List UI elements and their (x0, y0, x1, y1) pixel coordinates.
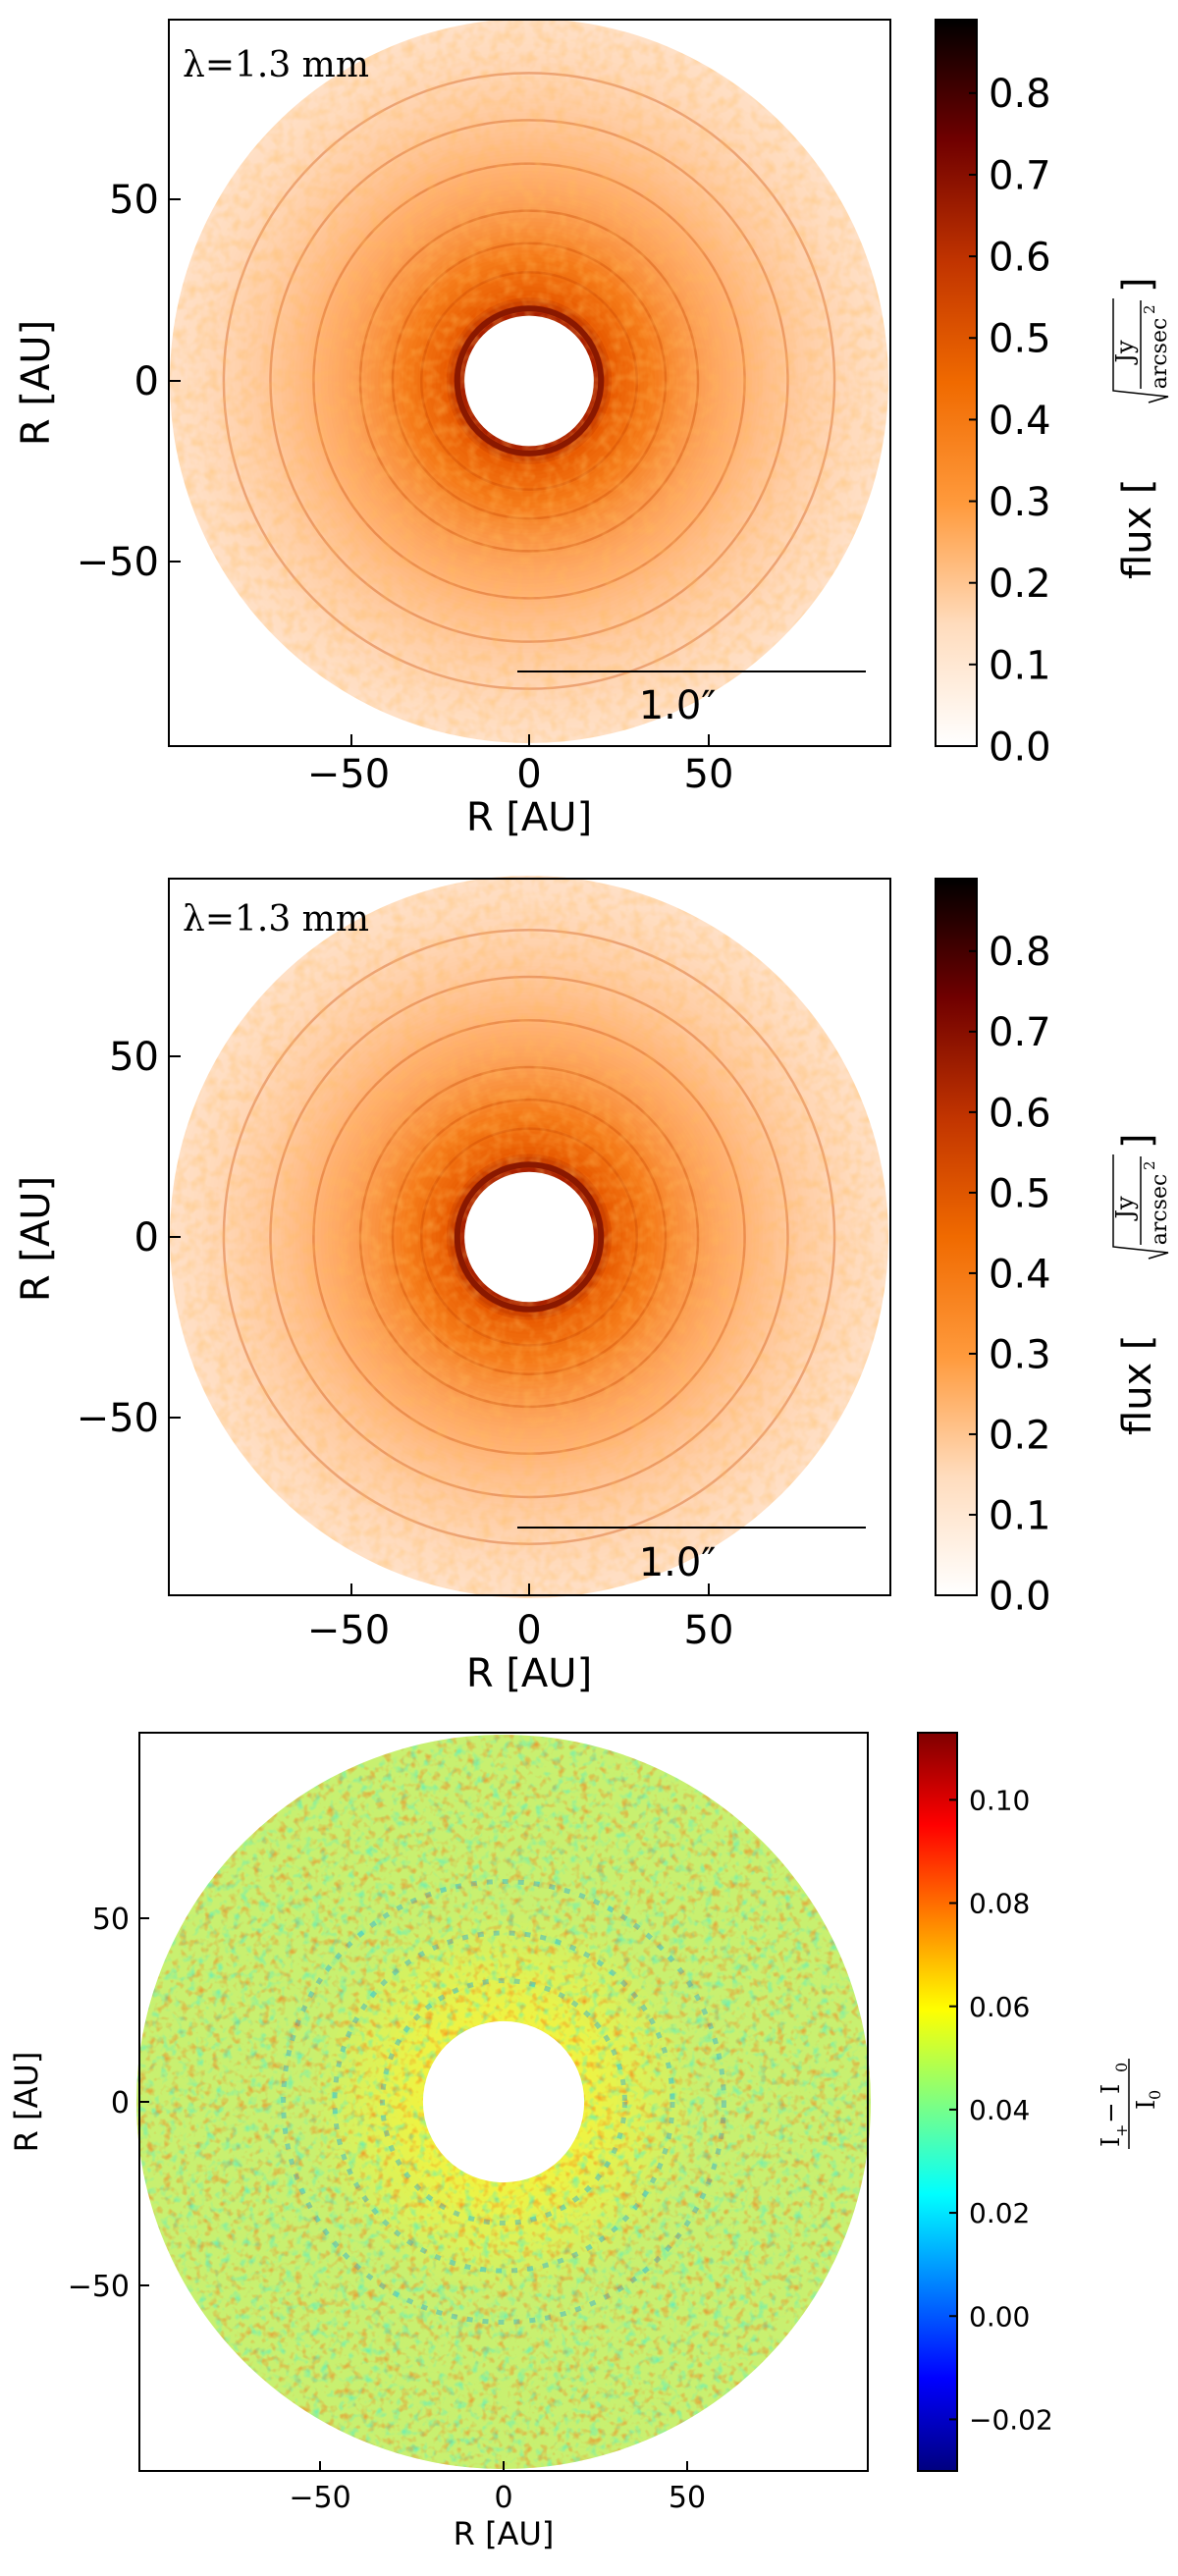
colorbar-tick-label: 0.7 (989, 153, 1051, 198)
colorbar-label-minus: − I (1097, 2084, 1126, 2123)
central-cavity (464, 315, 594, 447)
y-axis: 50 0 −50 R [AU] (8, 1903, 149, 2304)
colorbar-tick-label: 0.4 (989, 1252, 1051, 1297)
colorbar-gradient (935, 19, 978, 747)
colorbar-ticks: 0.0 0.1 0.2 0.3 0.4 0.5 0.6 0.7 0.8 (969, 930, 1051, 1619)
wavelength-annotation: λ=1.3 mm (183, 45, 369, 85)
colorbar-tick-label: 0.0 (989, 1574, 1051, 1619)
y-tick-label: 50 (109, 1035, 159, 1080)
scale-bar-label: 1.0″ (639, 683, 717, 728)
colorbar-unit-numerator: Jy (1111, 1196, 1139, 1222)
y-tick-label: 50 (92, 1903, 130, 1937)
wavelength-annotation: λ=1.3 mm (183, 899, 369, 939)
colorbar-tick-label: 0.1 (989, 1493, 1051, 1538)
y-tick-label: −50 (77, 540, 159, 585)
colorbar-unit-exponent: 2 (1141, 1160, 1158, 1170)
colorbar-label-denominator: I (1132, 2100, 1161, 2110)
colorbar: 0.10 0.08 0.06 0.04 0.02 0.00 −0.02 I + − I 0 … (917, 1732, 1164, 2472)
colorbar-unit-denominator: arcsec (1148, 1174, 1172, 1246)
x-tick-label: 0 (516, 1608, 541, 1653)
colorbar-tick-label: 0.5 (989, 1171, 1051, 1216)
x-axis-label: R [AU] (466, 1651, 592, 1696)
colorbar: 0.0 0.1 0.2 0.3 0.4 0.5 0.6 0.7 0.8 flux [ Jy ar… (935, 19, 1172, 770)
x-axis: −50 0 50 R [AU] (307, 734, 734, 840)
difference-map (136, 1735, 871, 2469)
panel-middle-disk-image: λ=1.3 mm 1.0″ −50 0 50 R [AU] 50 0 −50 R… (14, 876, 1172, 1696)
colorbar-label-prefix: flux [ (1115, 1334, 1160, 1435)
disk-image (170, 876, 888, 1598)
colorbar-tick-label: 0.8 (989, 72, 1051, 117)
inner-rim (454, 305, 605, 456)
x-axis-label: R [AU] (454, 2515, 555, 2552)
colorbar-tick-label: 0.5 (989, 317, 1051, 362)
x-tick-label: 0 (494, 2481, 512, 2515)
x-axis-label: R [AU] (466, 795, 592, 840)
panel-top-disk-image: λ=1.3 mm 1.0″ −50 0 50 R [AU] 50 0 −50 R… (14, 19, 1172, 840)
x-axis: −50 0 50 R [AU] (289, 2461, 706, 2552)
colorbar: 0.0 0.1 0.2 0.3 0.4 0.5 0.6 0.7 0.8 flux [ Jy ar… (935, 878, 1172, 1619)
colorbar-tick-label: 0.00 (969, 2300, 1030, 2333)
colorbar-tick-label: 0.02 (969, 2197, 1030, 2229)
colorbar-tick-label: 0.10 (969, 1784, 1030, 1816)
y-tick-label: 0 (134, 359, 159, 404)
y-axis: 50 0 −50 R [AU] (14, 178, 181, 585)
colorbar-tick-label: 0.7 (989, 1010, 1051, 1055)
central-cavity (464, 1171, 594, 1303)
colorbar-unit-denominator: arcsec (1148, 318, 1172, 390)
colorbar-tick-label: 0.04 (969, 2094, 1030, 2126)
colorbar-tick-label: 0.06 (969, 1991, 1030, 2023)
y-tick-label: 50 (109, 178, 159, 223)
y-tick-label: 0 (134, 1215, 159, 1261)
scale-bar-label: 1.0″ (639, 1540, 717, 1585)
colorbar-label-prefix: flux [ (1115, 478, 1160, 579)
colorbar-label: flux [ Jy arcsec 2 ] (1111, 1133, 1172, 1435)
colorbar-label-sub: + (1112, 2124, 1131, 2137)
colorbar-tick-label: 0.2 (989, 562, 1051, 607)
y-tick-label: 0 (111, 2086, 130, 2120)
colorbar-ticks: 0.0 0.1 0.2 0.3 0.4 0.5 0.6 0.7 0.8 (969, 72, 1051, 770)
colorbar-label-numerator: I (1097, 2137, 1126, 2147)
central-cavity (422, 2020, 585, 2183)
x-tick-label: 0 (516, 752, 541, 797)
x-tick-label: 50 (684, 1608, 734, 1653)
colorbar-tick-label: −0.02 (969, 2403, 1053, 2436)
colorbar-label-sub: 0 (1112, 2063, 1131, 2072)
colorbar-gradient (917, 1732, 958, 2472)
colorbar-gradient (935, 878, 978, 1596)
x-tick-label: −50 (289, 2481, 350, 2515)
colorbar-tick-label: 0.2 (989, 1413, 1051, 1458)
x-axis: −50 0 50 R [AU] (307, 1583, 734, 1696)
inner-rim (454, 1161, 605, 1313)
colorbar-tick-label: 0.0 (989, 724, 1051, 770)
x-tick-label: 50 (669, 2481, 706, 2515)
colorbar-unit-numerator: Jy (1111, 340, 1139, 366)
y-axis-label: R [AU] (14, 1176, 59, 1302)
colorbar-label: I + − I 0 I 0 (1097, 2059, 1164, 2149)
x-tick-label: 50 (684, 752, 734, 797)
y-axis-label: R [AU] (8, 2052, 45, 2153)
y-tick-label: −50 (77, 1396, 159, 1441)
colorbar-label-sub: 0 (1146, 2090, 1164, 2100)
colorbar-tick-label: 0.1 (989, 643, 1051, 688)
colorbar-tick-label: 0.4 (989, 399, 1051, 444)
disk-image (170, 19, 888, 743)
colorbar-tick-label: 0.3 (989, 1332, 1051, 1377)
panel-bottom-relative-difference: −50 0 50 R [AU] 50 0 −50 R [AU] 0.10 0.08… (8, 1732, 1164, 2552)
y-tick-label: −50 (68, 2270, 130, 2304)
x-tick-label: −50 (307, 1608, 390, 1653)
colorbar-unit-exponent: 2 (1141, 304, 1158, 314)
colorbar-label-close: ] (1115, 1133, 1160, 1149)
colorbar-tick-label: 0.6 (989, 1091, 1051, 1136)
y-axis: 50 0 −50 R [AU] (14, 1035, 181, 1441)
colorbar-ticks: 0.10 0.08 0.06 0.04 0.02 0.00 −0.02 (949, 1784, 1053, 2436)
x-tick-label: −50 (307, 752, 390, 797)
colorbar-tick-label: 0.6 (989, 236, 1051, 281)
colorbar-label-close: ] (1115, 277, 1160, 293)
colorbar-tick-label: 0.3 (989, 480, 1051, 525)
colorbar-label: flux [ Jy arcsec 2 ] (1111, 277, 1172, 579)
y-axis-label: R [AU] (14, 320, 59, 446)
colorbar-tick-label: 0.8 (989, 930, 1051, 975)
colorbar-tick-label: 0.08 (969, 1888, 1030, 1920)
